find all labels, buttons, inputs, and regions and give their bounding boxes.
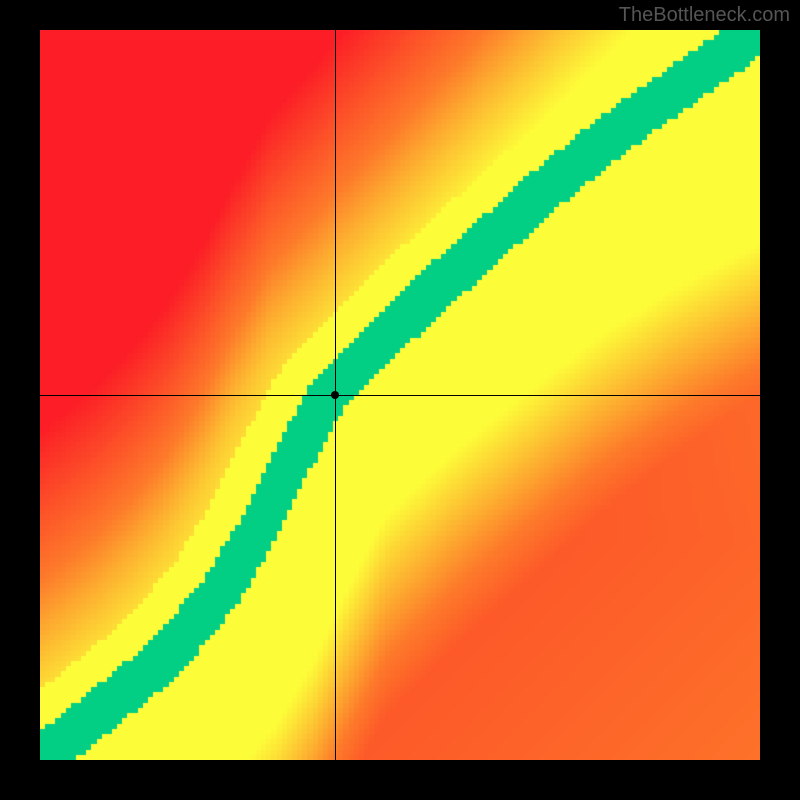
chart-container: TheBottleneck.com — [0, 0, 800, 800]
watermark-text: TheBottleneck.com — [619, 4, 790, 27]
plot-area — [40, 30, 760, 760]
crosshair-horizontal — [40, 395, 760, 396]
data-point-marker — [331, 391, 339, 399]
